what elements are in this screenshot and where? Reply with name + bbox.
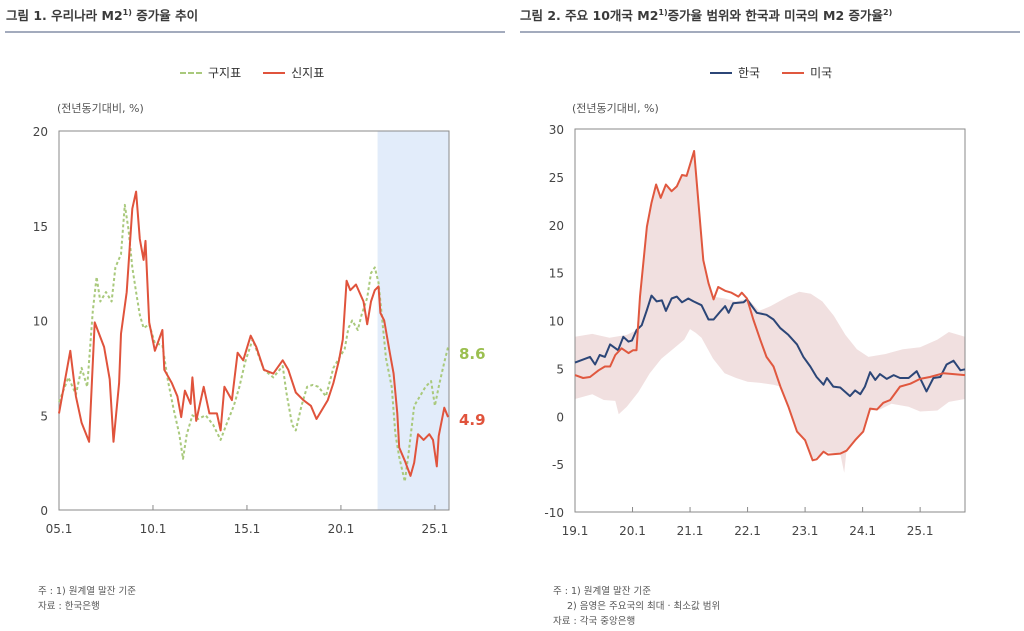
legend-item-old: 구지표 [180,64,241,81]
x-tick-label: 10.1 [140,522,167,536]
range-band [575,151,965,473]
legend-label-us: 미국 [810,66,833,80]
chart2-footnotes: 주 : 1) 원계열 말잔 기준 2) 음영은 주요국의 최대 · 최소값 범위… [553,584,720,629]
chart1-unit-label: (전년동기대비, %) [57,102,144,115]
chart1-footnote: 주 : 1) 원계열 말잔 기준 [38,586,136,597]
chart2-footnote-2: 2) 음영은 주요국의 최대 · 최소값 범위 [567,601,721,612]
chart2-source: 자료 : 각국 중앙은행 [553,616,636,627]
y-tick-label: 20 [549,219,564,233]
legend-label-old: 구지표 [208,66,242,80]
y-tick-label: 25 [549,171,564,185]
x-tick-label: 20.1 [619,524,646,538]
x-tick-label: 25.1 [907,524,934,538]
x-tick-label: 22.1 [734,524,761,538]
chart1-annotation-new: 4.9 [459,411,486,429]
y-tick-label: 15 [549,267,564,281]
chart2-footnote-1: 주 : 1) 원계열 말잔 기준 [553,586,651,597]
legend-item-us: 미국 [782,64,832,81]
legend-swatch-old [180,71,202,74]
y-tick-label: 15 [33,220,48,234]
legend-label-new: 신지표 [291,66,325,80]
chart2-title: 그림 2. 주요 10개국 M21)증가율 범위와 한국과 미국의 M2 증가율… [520,5,892,24]
chart1-legend: 구지표 신지표 [180,64,324,81]
y-tick-label: -5 [552,458,564,472]
chart2-title-sup2: 2) [883,7,893,17]
chart2-unit-label: (전년동기대비, %) [572,102,659,115]
x-tick-label: 21.1 [677,524,704,538]
y-tick-label: 30 [549,123,564,137]
series-line-1-1 [58,190,450,477]
plot-frame [58,130,450,511]
chart2-title-sup: 1) [658,7,668,17]
y-tick-label: 5 [556,362,564,376]
legend-swatch-us [782,71,805,74]
legend-item-new: 신지표 [263,64,324,81]
legend-swatch-korea [710,71,732,74]
plot-frame [574,128,966,513]
chart1-title-tail: 증가율 추이 [131,8,199,23]
series-line-2-1 [574,150,966,462]
x-tick-label: 15.1 [234,522,261,536]
x-tick-label: 24.1 [849,524,876,538]
x-tick-label: 25.1 [422,522,449,536]
x-tick-label: 05.1 [46,522,73,536]
y-tick-label: 0 [556,410,564,424]
legend-label-korea: 한국 [738,66,761,80]
chart2-plot: -10 -5 0 5 10 15 20 25 30 19.1 20.1 21.1 22.1 23.1 24.… [544,123,966,538]
chart1-annotation-old: 8.6 [459,345,486,363]
y-tick-label: -10 [544,506,564,520]
chart1-source: 자료 : 한국은행 [38,601,100,612]
y-tick-label: 10 [33,315,48,329]
legend-item-korea: 한국 [710,64,760,81]
y-tick-label: 5 [40,409,48,423]
chart2-title-tail: 증가율 범위와 한국과 미국의 M2 증가율 [667,8,884,23]
chart1-title-main: 그림 1. 우리나라 M2 [6,8,123,23]
legend-swatch-new [263,71,286,74]
chart1-plot: 0 5 10 15 20 05.1 10.1 15.1 20.1 25.1 [33,125,450,536]
x-tick-label: 23.1 [792,524,819,538]
y-tick-label: 20 [33,125,48,139]
x-tick-label: 19.1 [562,524,589,538]
chart1-title: 그림 1. 우리나라 M21) 증가율 추이 [6,5,198,24]
y-tick-label: 10 [549,315,564,329]
chart1-title-sup: 1) [122,7,132,17]
chart1-title-rule [5,31,505,33]
chart2-title-rule [520,31,1020,33]
chart2-title-main: 그림 2. 주요 10개국 M2 [520,8,659,23]
y-tick-label: 0 [40,504,48,518]
chart1-footnotes: 주 : 1) 원계열 말잔 기준 자료 : 한국은행 [38,584,136,614]
x-tick-label: 20.1 [328,522,355,536]
chart2-legend: 한국 미국 [710,64,832,81]
